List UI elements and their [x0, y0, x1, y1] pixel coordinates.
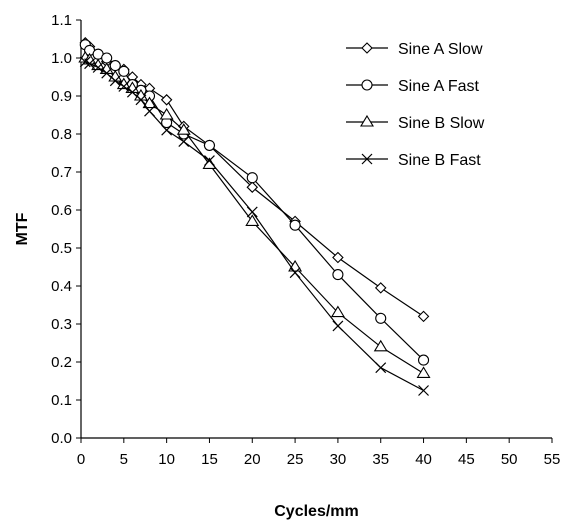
x-tick-label: 0: [77, 451, 85, 468]
y-tick-label: 1.0: [51, 50, 72, 67]
legend-item-sine-a-fast: Sine A Fast: [346, 78, 479, 95]
data-point-sine-b-fast: [101, 67, 113, 79]
y-axis-title: MTF: [14, 212, 31, 245]
x-tick-label: 40: [415, 451, 432, 468]
legend-item-sine-b-slow: Sine B Slow: [346, 114, 485, 132]
data-point-sine-a-slow: [332, 251, 344, 264]
legend-marker: [361, 42, 373, 54]
y-tick-label: 0.0: [51, 430, 72, 447]
data-point-sine-a-fast: [101, 52, 113, 64]
data-point-sine-b-fast: [126, 86, 138, 98]
data-point-sine-a-fast: [375, 312, 387, 324]
series-sine-b-fast: [79, 56, 429, 396]
data-point-sine-a-fast: [203, 139, 216, 151]
data-point-sine-a-slow: [160, 94, 173, 106]
data-point-sine-b-fast: [144, 105, 155, 117]
x-tick-label: 45: [458, 451, 475, 468]
y-tick-label: 0.9: [51, 88, 72, 105]
data-point-sine-a-slow: [417, 310, 430, 323]
y-tick-label: 0.8: [51, 126, 72, 143]
legend-label: Sine A Slow: [398, 41, 483, 58]
x-tick-label: 30: [330, 451, 347, 468]
data-point-sine-a-fast: [246, 172, 258, 184]
data-point-sine-b-fast: [84, 58, 95, 70]
y-tick-label: 0.1: [51, 392, 72, 409]
data-point-sine-b-slow: [159, 107, 174, 120]
y-axis-ticks: 0.0 0.1 0.2 0.3 0.4 0.5 0.6 0.7 0.8 0.9 1.0 1.1: [51, 12, 81, 447]
data-point-sine-b-slow: [416, 366, 431, 378]
data-point-sine-b-fast: [246, 206, 258, 218]
legend-marker: [361, 79, 373, 91]
y-tick-label: 0.7: [51, 164, 72, 181]
y-tick-label: 0.3: [51, 316, 72, 333]
y-tick-label: 1.1: [51, 12, 72, 29]
x-tick-label: 15: [201, 451, 218, 468]
legend-marker: [360, 114, 374, 127]
y-tick-label: 0.6: [51, 202, 72, 219]
legend-label: Sine B Slow: [398, 115, 485, 132]
legend-label: Sine B Fast: [398, 152, 481, 169]
y-tick-label: 0.4: [51, 278, 72, 295]
data-point-sine-a-fast: [332, 269, 344, 281]
legend-marker: [361, 153, 373, 165]
data-point-sine-a-fast: [417, 354, 430, 366]
data-point-sine-a-fast: [118, 65, 130, 77]
data-point-sine-b-slow: [142, 96, 157, 109]
data-point-sine-b-fast: [118, 81, 130, 92]
data-point-sine-b-fast: [109, 75, 121, 87]
legend-label: Sine A Fast: [398, 78, 479, 95]
data-point-sine-a-slow: [246, 181, 259, 193]
legend-item-sine-a-slow: Sine A Slow: [346, 41, 483, 58]
data-point-sine-b-fast: [418, 385, 429, 396]
data-point-sine-b-fast: [161, 124, 173, 136]
data-point-sine-b-fast: [204, 155, 215, 167]
x-tick-label: 25: [287, 451, 304, 468]
x-tick-label: 35: [372, 451, 389, 468]
legend-item-sine-b-fast: Sine B Fast: [346, 152, 481, 169]
data-point-sine-b-slow: [176, 123, 191, 135]
series-sine-a-fast: [79, 39, 430, 366]
legend: Sine A Slow Sine A Fast Sine B Slow Sine B …: [346, 41, 485, 169]
x-tick-label: 50: [501, 451, 518, 468]
plot-axes: [80, 20, 552, 439]
x-tick-label: 20: [244, 451, 261, 468]
x-tick-label: 55: [544, 451, 561, 468]
x-tick-label: 5: [120, 451, 128, 468]
data-point-sine-b-fast: [375, 362, 387, 374]
data-point-sine-b-fast: [135, 94, 147, 106]
data-point-sine-b-slow: [245, 214, 260, 226]
y-tick-label: 0.2: [51, 354, 72, 371]
series-layer: [78, 37, 431, 396]
data-point-sine-b-fast: [332, 320, 344, 332]
y-tick-label: 0.5: [51, 240, 72, 257]
data-point-sine-b-slow: [330, 305, 345, 318]
data-point-sine-b-fast: [289, 267, 301, 279]
data-point-sine-b-fast: [92, 62, 104, 73]
data-point-sine-a-fast: [289, 219, 301, 231]
data-point-sine-b-slow: [373, 339, 388, 352]
x-axis-title: Cycles/mm: [274, 503, 359, 520]
x-axis-ticks: 0 5 10 15 20 25 30 35 40 45 50 55: [77, 438, 561, 468]
x-tick-label: 10: [158, 451, 175, 468]
data-point-sine-b-fast: [178, 136, 190, 148]
data-point-sine-a-slow: [374, 282, 387, 294]
